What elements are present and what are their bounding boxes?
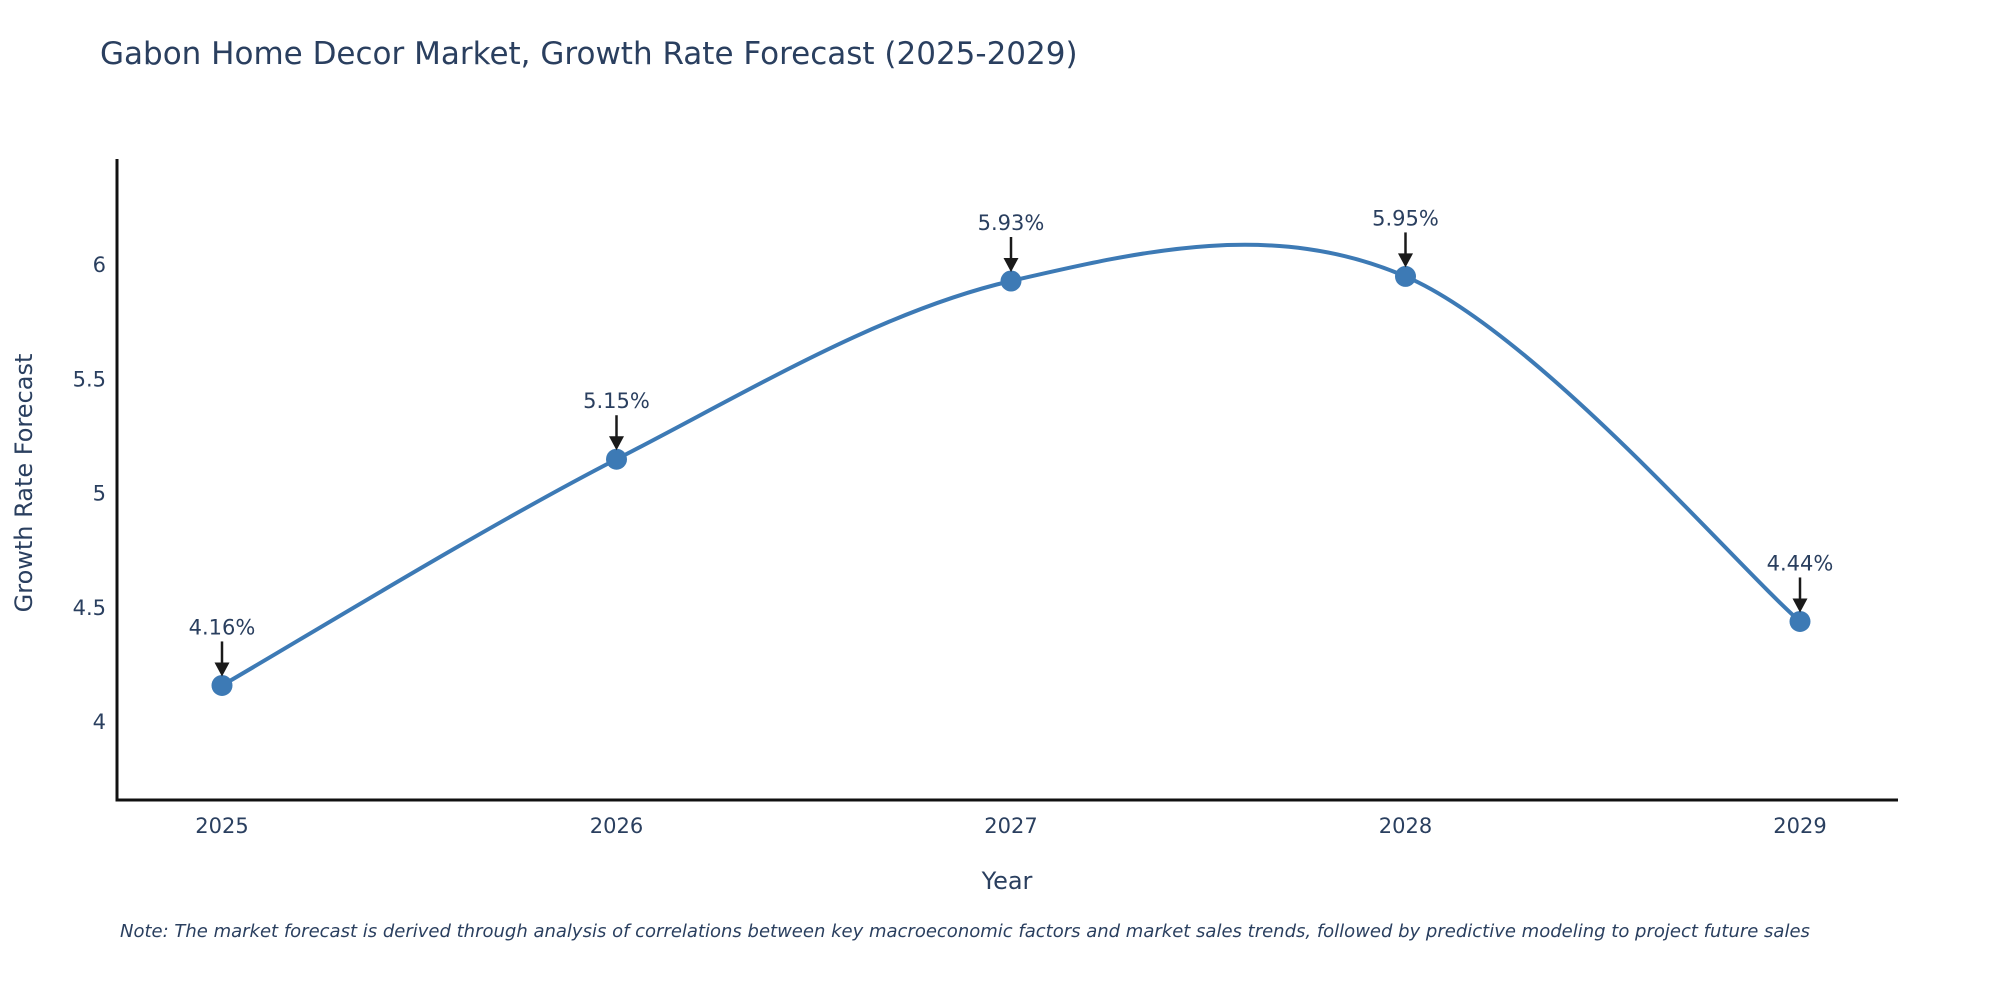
- series-layer: [211, 242, 1811, 696]
- point-annotation: 4.44%: [1767, 551, 1834, 613]
- data-point-marker[interactable]: [1789, 610, 1811, 632]
- point-value-label: 5.93%: [978, 211, 1045, 235]
- annotation-arrowhead-icon: [1003, 257, 1019, 272]
- annotation-layer: 4.16% 5.15% 5.93% 5.95% 4.44%: [189, 206, 1834, 677]
- x-tick-label: 2025: [195, 814, 248, 838]
- point-value-label: 5.95%: [1372, 206, 1439, 230]
- x-tick-label: 2026: [590, 814, 643, 838]
- axes-layer: [115, 159, 1898, 802]
- y-tick-label: 4.5: [73, 596, 106, 620]
- x-tick-label: 2028: [1379, 814, 1432, 838]
- point-annotation: 5.95%: [1372, 206, 1439, 268]
- point-value-label: 4.16%: [189, 615, 256, 639]
- point-annotation: 4.16%: [189, 615, 256, 677]
- data-point-marker[interactable]: [211, 674, 233, 696]
- point-value-label: 5.15%: [583, 389, 650, 413]
- data-point-marker[interactable]: [1395, 265, 1416, 287]
- data-point-marker[interactable]: [606, 448, 627, 470]
- x-tick-labels: 2025 2026 2027 2028 2029: [195, 814, 1826, 838]
- y-axis-title: Growth Rate Forecast: [10, 354, 38, 613]
- point-annotation: 5.15%: [583, 389, 650, 451]
- annotation-arrowhead-icon: [1398, 253, 1413, 268]
- x-tick-label: 2029: [1773, 814, 1826, 838]
- y-tick-label: 6: [93, 253, 106, 277]
- data-point-marker[interactable]: [1000, 270, 1022, 292]
- x-tick-label: 2027: [984, 814, 1037, 838]
- y-tick-label: 4: [93, 710, 106, 734]
- annotation-arrowhead-icon: [214, 662, 230, 677]
- y-tick-labels: 4 4.5 5 5.5 6: [73, 253, 106, 734]
- trend-line: [220, 242, 1802, 688]
- methodology-note: Note: The market forecast is derived thr…: [120, 921, 1810, 942]
- y-tick-label: 5.5: [73, 367, 106, 391]
- annotation-arrowhead-icon: [1792, 598, 1808, 613]
- x-axis-title: Year: [981, 867, 1033, 895]
- annotation-arrowhead-icon: [609, 436, 624, 451]
- point-value-label: 4.44%: [1767, 551, 1834, 575]
- chart-title: Gabon Home Decor Market, Growth Rate For…: [100, 36, 1078, 72]
- y-tick-label: 5: [93, 482, 106, 506]
- point-annotation: 5.93%: [978, 211, 1045, 272]
